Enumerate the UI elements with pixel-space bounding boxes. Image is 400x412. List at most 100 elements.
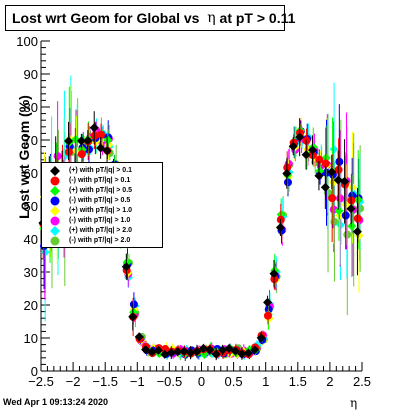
legend: (+) with pT/|q| > 0.1 (-) with pT/|q| > 0… [41, 162, 163, 248]
data-point [333, 175, 343, 185]
data-point [335, 157, 344, 166]
x-tick-label: −0.5 [157, 374, 183, 389]
data-point [321, 159, 330, 168]
data-point [263, 311, 272, 320]
data-point [340, 176, 350, 186]
legend-entry: (-) with pT/|q| > 0.5 [42, 196, 162, 206]
legend-entry: (-) with pT/|q| > 0.1 [42, 176, 162, 186]
legend-label: (+) with pT/|q| > 0.5 [69, 187, 133, 194]
legend-label: (-) with pT/|q| > 0.1 [69, 177, 131, 184]
x-tick-label: 0.5 [225, 374, 243, 389]
x-tick-label: −2.5 [28, 374, 54, 389]
legend-marker [50, 196, 60, 206]
y-tick-label: 100 [16, 34, 38, 49]
legend-entry: (+) with pT/|q| > 1.0 [42, 206, 162, 216]
data-point [308, 145, 318, 155]
data-point [243, 348, 253, 358]
legend-label: (-) with pT/|q| > 1.0 [69, 217, 131, 224]
data-point [301, 150, 311, 160]
data-point [192, 346, 202, 356]
data-point [121, 262, 131, 272]
data-point [230, 346, 240, 356]
x-tick-label: −2 [66, 374, 81, 389]
legend-marker [50, 176, 60, 186]
y-tick-label: 80 [24, 100, 38, 115]
data-point [269, 269, 279, 279]
data-point [89, 123, 99, 133]
data-point [295, 132, 305, 142]
data-point [160, 349, 170, 359]
data-point [147, 347, 157, 357]
title-eta: η [207, 10, 216, 26]
legend-marker [50, 206, 60, 216]
legend-marker [50, 186, 60, 196]
legend-marker [50, 216, 60, 226]
data-point [103, 135, 113, 145]
data-point [288, 141, 298, 151]
data-point [328, 194, 337, 203]
y-tick-label: 20 [24, 298, 38, 313]
y-tick-label: 50 [24, 199, 38, 214]
data-point [329, 144, 339, 154]
data-point [263, 297, 273, 307]
data-point [198, 343, 208, 353]
legend-entry: (+) with pT/|q| > 2.0 [42, 226, 162, 236]
legend-entry: (+) with pT/|q| > 0.5 [42, 186, 162, 196]
x-tick-label: 0 [198, 374, 205, 389]
data-point [334, 206, 344, 216]
legend-marker [50, 236, 60, 246]
x-tick-label: 1.5 [289, 374, 307, 389]
data-point [256, 333, 266, 343]
x-tick-label: 1 [262, 374, 269, 389]
legend-label: (+) with pT/|q| > 1.0 [69, 207, 133, 214]
data-point [102, 146, 112, 156]
data-point [83, 136, 93, 146]
y-tick-label: 70 [24, 133, 38, 148]
data-point [282, 168, 292, 178]
legend-entry: (+) with pT/|q| > 0.1 [42, 166, 162, 176]
y-tick-label: 30 [24, 265, 38, 280]
legend-entry: (-) with pT/|q| > 2.0 [42, 236, 162, 246]
legend-marker [50, 226, 60, 236]
legend-label: (+) with pT/|q| > 0.1 [69, 167, 133, 174]
data-point [77, 150, 86, 159]
y-tick-label: 0 [31, 364, 38, 379]
data-point [275, 222, 285, 232]
legend-marker [50, 166, 60, 176]
title-suffix: at pT > 0.11 [215, 10, 296, 26]
data-point [327, 167, 337, 177]
legend-entry: (-) with pT/|q| > 1.0 [42, 216, 162, 226]
legend-label: (+) with pT/|q| > 2.0 [69, 227, 133, 234]
data-point [346, 204, 356, 214]
timestamp: Wed Apr 1 09:13:24 2020 [3, 397, 109, 407]
data-point [224, 343, 234, 353]
x-axis-label: η [350, 396, 358, 410]
data-point [250, 345, 260, 355]
data-point [96, 143, 106, 153]
data-point [237, 349, 247, 359]
legend-label: (-) with pT/|q| > 0.5 [69, 197, 131, 204]
data-point [352, 227, 362, 237]
data-point [205, 345, 215, 355]
legend-label: (-) with pT/|q| > 2.0 [69, 237, 131, 244]
y-tick-label: 90 [24, 67, 38, 82]
y-tick-label: 60 [24, 166, 38, 181]
data-point [211, 349, 221, 359]
title-prefix: Lost wrt Geom for Global vs [12, 10, 208, 26]
data-point [128, 312, 138, 322]
y-tick-label: 10 [24, 331, 38, 346]
axes: −2.5 −2 −1.5 −1 −0.5 0 0.5 1 1.5 2 2.5 0 10 20 30 40 50 6… [16, 34, 371, 389]
data-point [153, 345, 163, 355]
data-point [218, 345, 228, 355]
y-axis-label-text: Lost wrt Geom (%) [16, 95, 32, 219]
data-point [186, 348, 196, 358]
x-tick-label: 2 [326, 374, 333, 389]
data-point [97, 130, 106, 139]
data-point [76, 136, 86, 146]
y-axis-label: Lost wrt Geom (%) [8, 95, 32, 219]
data-point [341, 211, 350, 220]
data-point [173, 347, 183, 357]
chart-title: Lost wrt Geom for Global vs η at pT > 0.… [5, 5, 295, 31]
data-point [166, 348, 176, 358]
y-tick-label: 40 [24, 232, 38, 247]
